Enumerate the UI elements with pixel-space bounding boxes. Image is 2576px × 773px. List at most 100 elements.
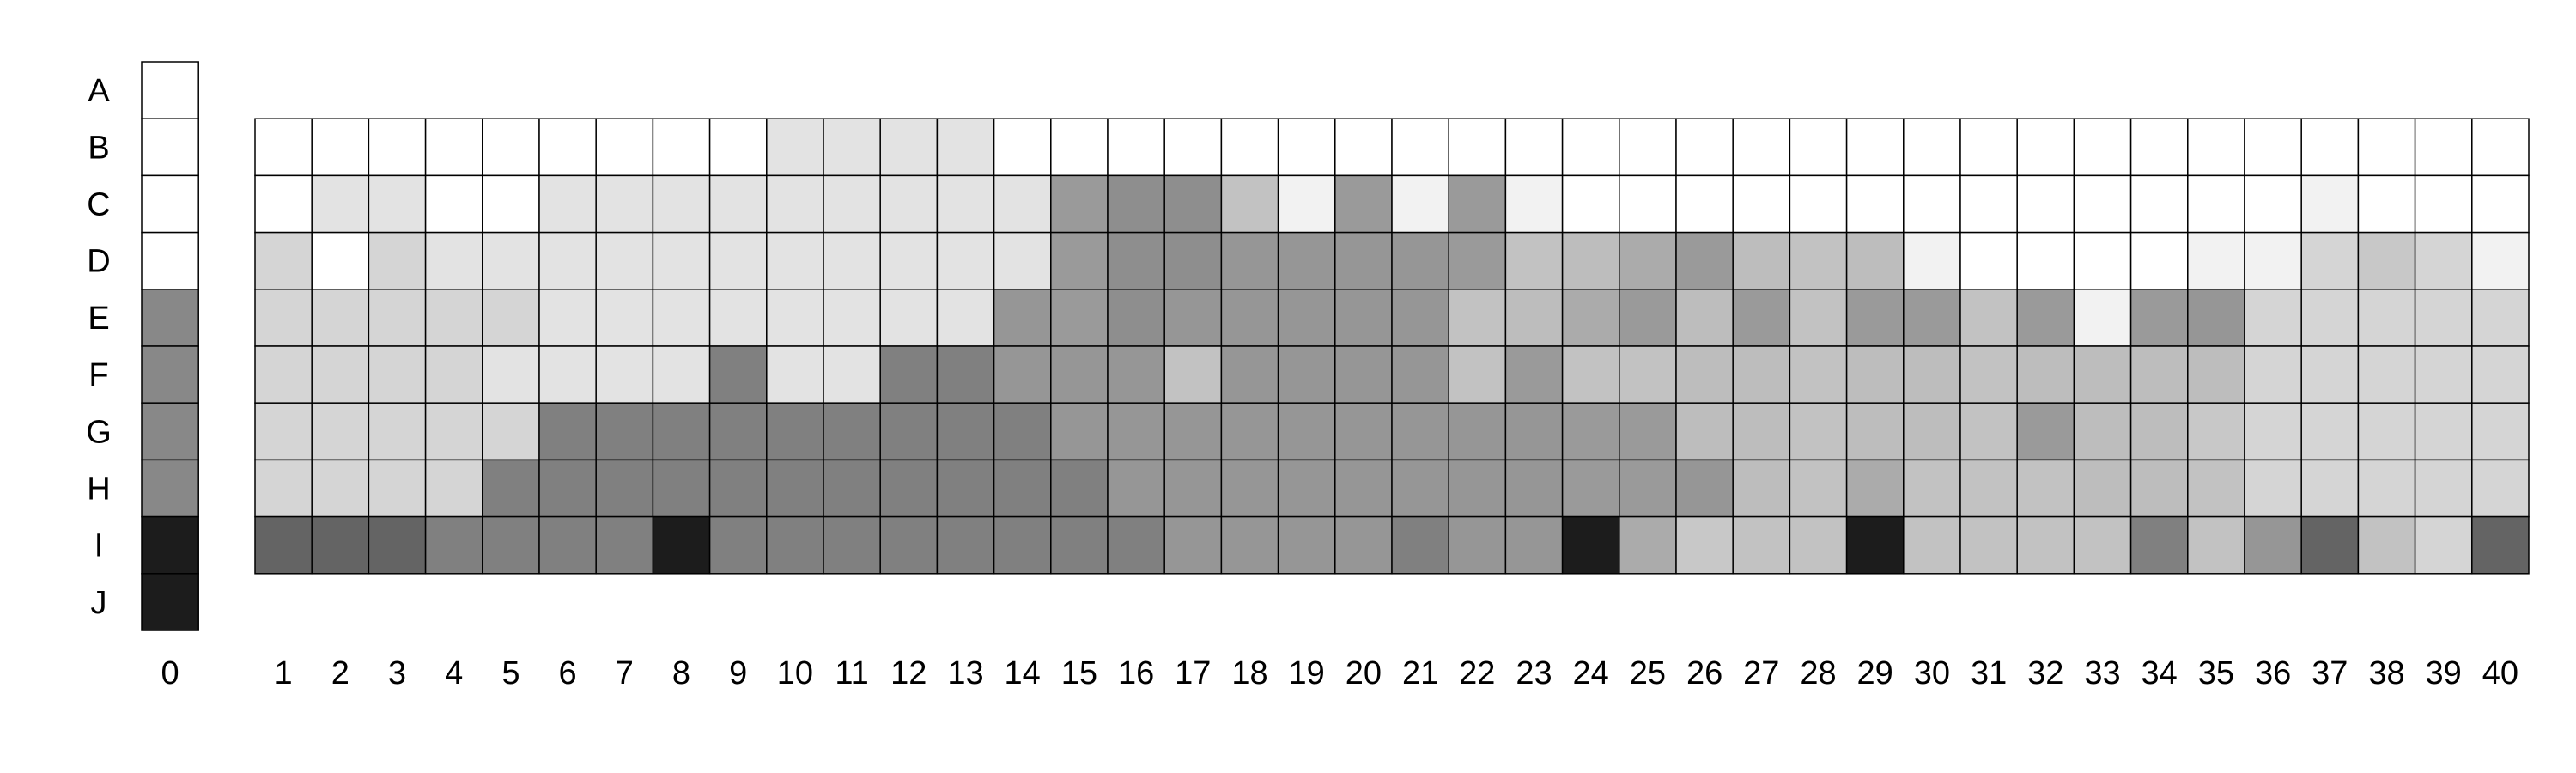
cell-f-1 bbox=[254, 345, 313, 404]
cell-g-6 bbox=[538, 402, 597, 461]
cell-e-24 bbox=[1561, 289, 1620, 347]
column-label-32: 32 bbox=[2027, 655, 2063, 691]
cell-i-3 bbox=[368, 515, 427, 575]
cell-f-25 bbox=[1619, 345, 1677, 404]
cell-c-20 bbox=[1334, 174, 1393, 234]
cell-b-39 bbox=[2414, 118, 2473, 177]
cell-g-40 bbox=[2471, 402, 2530, 461]
cell-b-3 bbox=[368, 118, 427, 177]
cell-b-10 bbox=[766, 118, 824, 177]
column-label-39: 39 bbox=[2426, 655, 2462, 691]
cell-b-22 bbox=[1448, 118, 1507, 177]
cell-h-28 bbox=[1789, 459, 1848, 518]
cell-i-15 bbox=[1050, 515, 1109, 575]
cell-c-16 bbox=[1107, 174, 1165, 234]
cell-i-25 bbox=[1619, 515, 1677, 575]
cell-h-36 bbox=[2244, 459, 2302, 518]
cell-e-1 bbox=[254, 289, 313, 347]
cell-g-35 bbox=[2187, 402, 2245, 461]
cell-g-18 bbox=[1220, 402, 1279, 461]
cell-d-29 bbox=[1845, 231, 1905, 290]
cell-g-16 bbox=[1107, 402, 1165, 461]
cell-d-13 bbox=[936, 231, 995, 290]
column-label-18: 18 bbox=[1231, 655, 1267, 691]
ref-cell-j bbox=[141, 573, 199, 631]
cell-g-2 bbox=[311, 402, 370, 461]
cell-f-31 bbox=[1959, 345, 2018, 404]
cell-g-15 bbox=[1050, 402, 1109, 461]
cell-c-9 bbox=[708, 174, 768, 234]
cell-h-23 bbox=[1504, 459, 1564, 518]
row-label-a: A bbox=[88, 73, 110, 109]
cell-d-16 bbox=[1107, 231, 1165, 290]
cell-f-17 bbox=[1163, 345, 1223, 404]
cell-h-5 bbox=[482, 459, 540, 518]
row-label-c: C bbox=[87, 187, 110, 223]
cell-h-35 bbox=[2187, 459, 2245, 518]
cell-i-11 bbox=[823, 515, 881, 575]
cell-f-4 bbox=[424, 345, 483, 404]
cell-i-12 bbox=[879, 515, 939, 575]
cell-i-39 bbox=[2414, 515, 2473, 575]
cell-g-39 bbox=[2414, 402, 2473, 461]
cell-h-20 bbox=[1334, 459, 1393, 518]
cell-b-33 bbox=[2073, 118, 2132, 177]
cell-c-24 bbox=[1561, 174, 1620, 234]
cell-e-2 bbox=[311, 289, 370, 347]
cell-f-22 bbox=[1448, 345, 1507, 404]
column-label-23: 23 bbox=[1516, 655, 1552, 691]
cell-b-4 bbox=[424, 118, 483, 177]
cell-e-5 bbox=[482, 289, 540, 347]
cell-g-34 bbox=[2129, 402, 2189, 461]
cell-g-12 bbox=[879, 402, 939, 461]
column-label-14: 14 bbox=[1005, 655, 1041, 691]
cell-b-23 bbox=[1504, 118, 1564, 177]
cell-i-30 bbox=[1903, 515, 1961, 575]
cell-d-30 bbox=[1903, 231, 1961, 290]
cell-i-2 bbox=[311, 515, 370, 575]
cell-c-31 bbox=[1959, 174, 2018, 234]
cell-c-25 bbox=[1619, 174, 1677, 234]
cell-b-1 bbox=[254, 118, 313, 177]
cell-e-33 bbox=[2073, 289, 2132, 347]
cell-i-36 bbox=[2244, 515, 2302, 575]
cell-g-19 bbox=[1277, 402, 1336, 461]
cell-i-38 bbox=[2357, 515, 2416, 575]
cell-c-36 bbox=[2244, 174, 2302, 234]
cell-e-18 bbox=[1220, 289, 1279, 347]
cell-h-6 bbox=[538, 459, 597, 518]
cell-e-21 bbox=[1391, 289, 1449, 347]
cell-i-22 bbox=[1448, 515, 1507, 575]
cell-g-14 bbox=[993, 402, 1052, 461]
cell-e-17 bbox=[1163, 289, 1223, 347]
cell-h-10 bbox=[766, 459, 824, 518]
column-labels: 0 1 2 3 4 5 6 7 8 9 10 11 12 13 14 15 16 17 18 19 20 21 22 23 24… bbox=[161, 655, 2519, 691]
cell-e-4 bbox=[424, 289, 483, 347]
cell-i-19 bbox=[1277, 515, 1336, 575]
cell-h-40 bbox=[2471, 459, 2530, 518]
cell-c-3 bbox=[368, 174, 427, 234]
ref-cell-b bbox=[141, 118, 199, 177]
cell-c-15 bbox=[1050, 174, 1109, 234]
cell-f-33 bbox=[2073, 345, 2132, 404]
cell-h-24 bbox=[1561, 459, 1620, 518]
column-label-9: 9 bbox=[729, 655, 747, 691]
cell-d-28 bbox=[1789, 231, 1848, 290]
cell-h-9 bbox=[708, 459, 768, 518]
cell-g-29 bbox=[1845, 402, 1905, 461]
cell-g-22 bbox=[1448, 402, 1507, 461]
cell-g-31 bbox=[1959, 402, 2018, 461]
cell-i-1 bbox=[254, 515, 313, 575]
cell-d-14 bbox=[993, 231, 1052, 290]
column-label-26: 26 bbox=[1686, 655, 1722, 691]
cell-f-19 bbox=[1277, 345, 1336, 404]
cell-c-29 bbox=[1845, 174, 1905, 234]
cell-h-1 bbox=[254, 459, 313, 518]
row-label-j: J bbox=[91, 585, 107, 621]
cell-b-38 bbox=[2357, 118, 2416, 177]
cell-f-38 bbox=[2357, 345, 2416, 404]
cell-b-31 bbox=[1959, 118, 2018, 177]
row-label-e: E bbox=[88, 301, 109, 337]
cell-i-16 bbox=[1107, 515, 1165, 575]
cell-d-18 bbox=[1220, 231, 1279, 290]
